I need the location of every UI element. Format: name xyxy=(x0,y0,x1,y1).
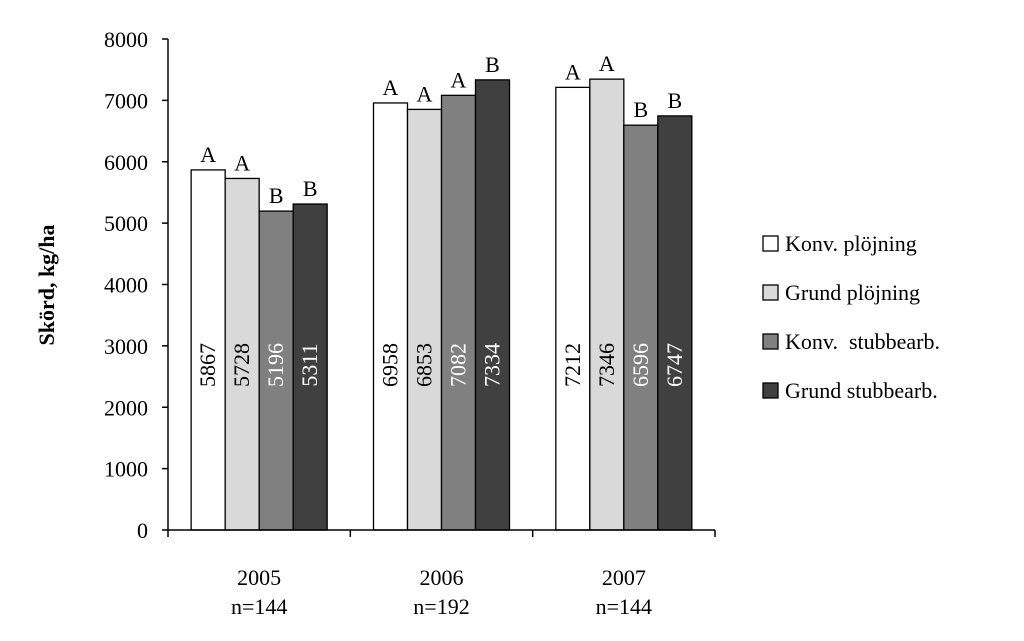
legend-swatch xyxy=(762,382,779,399)
significance-letter: A xyxy=(417,81,433,106)
x-category-year: 2005 xyxy=(237,565,281,590)
significance-letter: B xyxy=(485,52,500,77)
x-category-year: 2006 xyxy=(420,565,464,590)
bars: A 5867 A 5728 B 5196 B 5311 A 6958 A 6853 A 7082 B 7334… xyxy=(190,51,693,531)
bar xyxy=(555,86,591,531)
x-category-n: n=144 xyxy=(231,594,287,619)
significance-letter: A xyxy=(565,59,581,84)
y-tick-label: 5000 xyxy=(104,211,148,236)
bar-value-label: 6747 xyxy=(662,343,687,387)
bar xyxy=(657,115,693,531)
y-tick-label: 6000 xyxy=(104,150,148,175)
significance-letter: A xyxy=(383,75,399,100)
significance-letter: B xyxy=(633,97,648,122)
legend-swatch xyxy=(762,235,779,252)
bar xyxy=(623,124,659,531)
y-tick-label: 7000 xyxy=(104,88,148,113)
legend-swatch xyxy=(762,333,779,350)
bar xyxy=(440,94,477,531)
y-axis-ticks: 0 1000 2000 3000 4000 5000 6000 7000 8000 xyxy=(104,27,168,543)
significance-letter: B xyxy=(667,88,682,113)
significance-letter: A xyxy=(234,150,250,175)
bar-value-label: 6853 xyxy=(412,343,437,387)
legend-label: Konv. plöjning xyxy=(785,231,917,256)
bar-value-label: 5196 xyxy=(263,343,288,387)
y-tick-label: 8000 xyxy=(104,27,148,52)
legend-label: Grund plöjning xyxy=(785,280,920,305)
significance-letter: A xyxy=(200,142,216,167)
bar xyxy=(372,102,409,531)
significance-letter: B xyxy=(269,183,284,208)
x-axis-categories: 2005 n=144 2006 n=192 2007 n=144 xyxy=(231,565,652,619)
bar-value-label: 5867 xyxy=(195,343,220,387)
y-tick-label: 1000 xyxy=(104,457,148,482)
significance-letter: A xyxy=(599,51,615,76)
x-category-year: 2007 xyxy=(602,565,646,590)
bar xyxy=(589,78,625,531)
bar-value-label: 5728 xyxy=(229,343,254,387)
significance-letter: B xyxy=(303,176,318,201)
axes xyxy=(167,39,716,537)
y-axis-label: Skörd, kg/ha xyxy=(34,224,59,345)
legend-label: Grund stubbearb. xyxy=(785,378,938,403)
y-tick-label: 2000 xyxy=(104,395,148,420)
legend: Konv. plöjning Grund plöjning Konv. stubbe… xyxy=(762,231,940,403)
bar-value-label: 7082 xyxy=(446,343,471,387)
bar-value-label: 5311 xyxy=(297,343,322,386)
significance-letter: A xyxy=(451,67,467,92)
legend-label: Konv. stubbearb. xyxy=(785,329,940,354)
y-tick-label: 3000 xyxy=(104,334,148,359)
bar-value-label: 7212 xyxy=(560,343,585,387)
bar-value-label: 7334 xyxy=(480,343,505,387)
bar xyxy=(406,108,443,531)
bar-value-label: 6596 xyxy=(628,343,653,387)
y-tick-label: 4000 xyxy=(104,273,148,298)
bar-value-label: 7346 xyxy=(594,343,619,387)
bar xyxy=(474,79,511,531)
y-tick-label: 0 xyxy=(137,518,148,543)
x-category-n: n=192 xyxy=(413,594,469,619)
x-category-n: n=144 xyxy=(596,594,652,619)
bar-value-label: 6958 xyxy=(378,343,403,387)
legend-swatch xyxy=(762,284,779,301)
